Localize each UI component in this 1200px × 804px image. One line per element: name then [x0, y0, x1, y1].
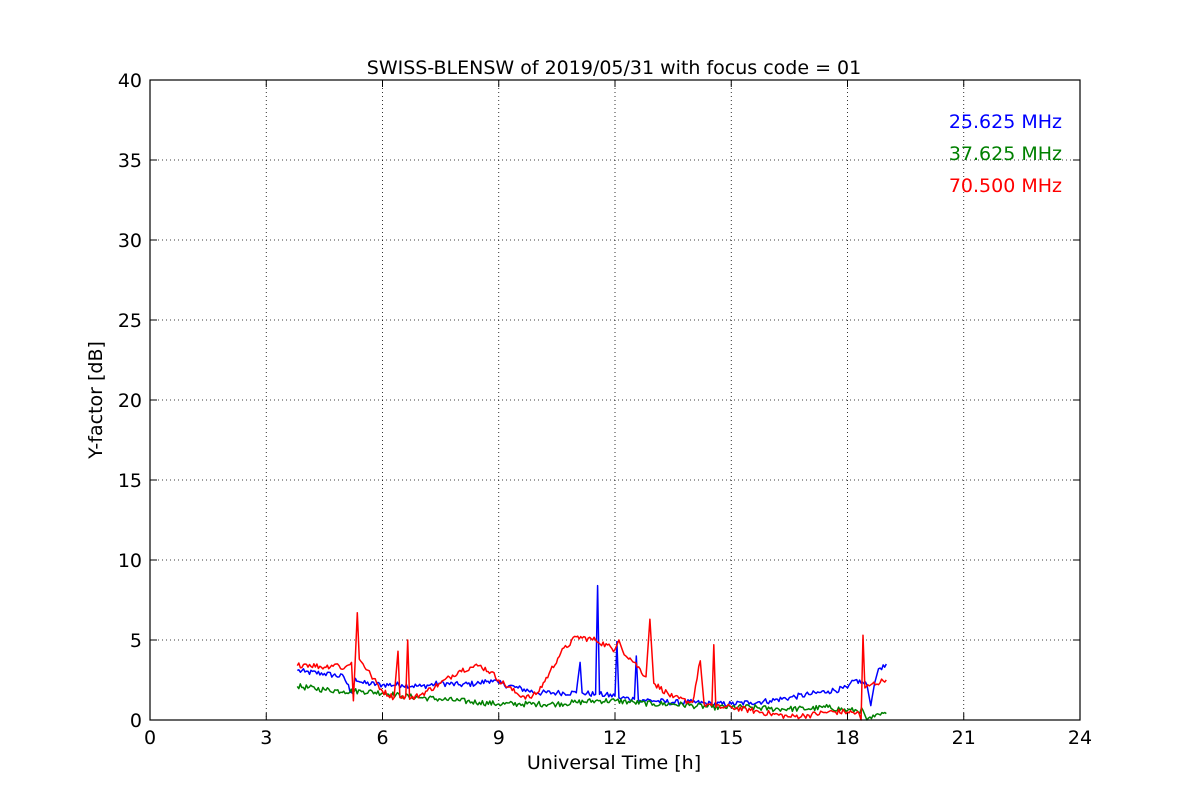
x-tick-label: 3: [260, 727, 272, 749]
y-tick-label: 15: [118, 470, 142, 492]
x-tick-label: 21: [952, 727, 976, 749]
y-tick-label: 20: [118, 390, 142, 412]
y-tick-label: 40: [118, 70, 142, 92]
legend-entry: 70.500 MHz: [949, 175, 1062, 197]
y-tick-label: 10: [118, 550, 142, 572]
x-tick-label: 0: [144, 727, 156, 749]
y-tick-label: 25: [118, 310, 142, 332]
x-tick-label: 12: [603, 727, 627, 749]
y-tick-label: 0: [130, 710, 142, 732]
series-line-2: [296, 683, 887, 721]
y-tick-label: 5: [130, 630, 142, 652]
grid-layer: [150, 80, 1080, 720]
x-axis-label: Universal Time [h]: [527, 752, 701, 774]
x-tick-label: 15: [719, 727, 743, 749]
legend: 25.625 MHz 37.625 MHz 70.500 MHz: [949, 111, 1062, 197]
x-tick-label: 24: [1068, 727, 1092, 749]
tick-layer: 0 3 6 9 12 15 18 21 24 0 5 10 15 20 25 30 35 40: [118, 70, 1092, 749]
series-line-3: [296, 612, 887, 721]
legend-entry: 37.625 MHz: [949, 143, 1062, 165]
chart-title: SWISS-BLENSW of 2019/05/31 with focus co…: [367, 57, 861, 79]
legend-entry: 25.625 MHz: [949, 111, 1062, 133]
y-tick-label: 30: [118, 230, 142, 252]
y-tick-label: 35: [118, 150, 142, 172]
x-tick-label: 18: [835, 727, 859, 749]
x-tick-label: 6: [376, 727, 388, 749]
series-layer: [296, 584, 887, 721]
x-tick-label: 9: [493, 727, 505, 749]
y-axis-label: Y-factor [dB]: [85, 341, 107, 460]
